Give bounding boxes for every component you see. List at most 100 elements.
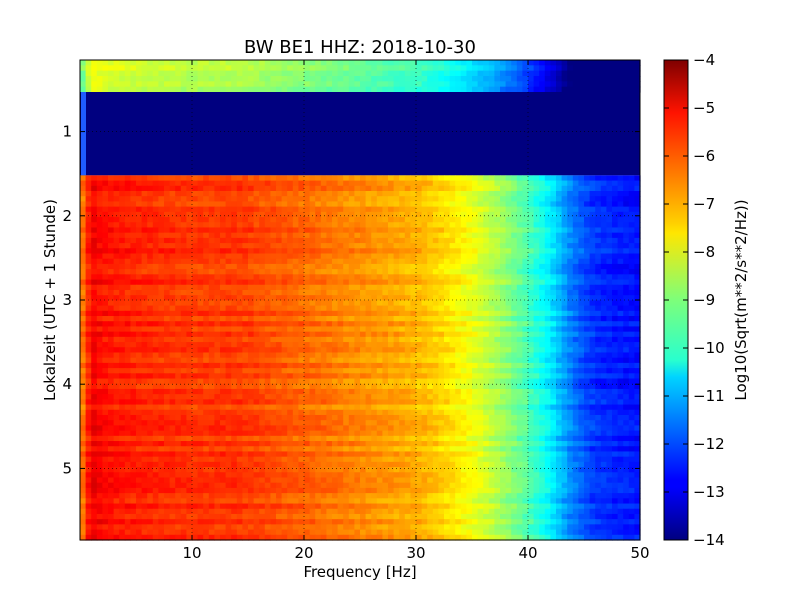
heatmap-cell: [164, 175, 171, 182]
heatmap-cell: [427, 175, 434, 182]
heatmap-cell: [438, 196, 445, 203]
heatmap-cell: [466, 60, 473, 66]
heatmap-cell: [141, 263, 148, 270]
heatmap-cell: [572, 81, 579, 88]
heatmap-cell: [197, 289, 204, 296]
heatmap-cell: [259, 211, 266, 218]
heatmap-cell: [130, 76, 137, 82]
heatmap-cell: [326, 70, 333, 77]
heatmap-cell: [460, 336, 467, 343]
heatmap-cell: [477, 284, 484, 291]
heatmap-cell: [416, 274, 423, 281]
heatmap-cell: [281, 378, 288, 385]
heatmap-cell: [236, 368, 243, 374]
heatmap-cell: [606, 316, 613, 322]
heatmap-cell: [147, 352, 154, 359]
heatmap-cell: [550, 316, 557, 322]
heatmap-cell: [466, 86, 473, 93]
heatmap-cell: [102, 274, 109, 281]
heatmap-cell: [511, 336, 518, 343]
heatmap-cell: [119, 289, 126, 296]
heatmap-cell: [152, 279, 159, 286]
heatmap-cell: [102, 227, 109, 234]
heatmap-cell: [320, 383, 327, 390]
heatmap-cell: [315, 217, 322, 223]
heatmap-cell: [147, 211, 154, 218]
heatmap-cell: [186, 336, 193, 343]
heatmap-cell: [270, 211, 277, 218]
heatmap-cell: [169, 321, 176, 328]
heatmap-cell: [544, 269, 551, 275]
heatmap-cell: [460, 357, 467, 364]
heatmap-cell: [169, 206, 176, 213]
heatmap-cell: [292, 388, 299, 395]
heatmap-cell: [91, 399, 98, 406]
heatmap-cell: [399, 201, 406, 208]
heatmap-cell: [371, 180, 378, 187]
heatmap-cell: [500, 263, 507, 270]
heatmap-cell: [248, 305, 255, 312]
heatmap-cell: [584, 331, 591, 338]
heatmap-cell: [365, 310, 372, 317]
heatmap-cell: [421, 86, 428, 93]
heatmap-cell: [96, 336, 103, 343]
heatmap-cell: [628, 326, 635, 333]
heatmap-cell: [365, 373, 372, 380]
heatmap-cell: [152, 399, 159, 406]
heatmap-cell: [449, 269, 456, 275]
heatmap-cell: [606, 201, 613, 208]
heatmap-cell: [152, 81, 159, 88]
heatmap-cell: [102, 191, 109, 197]
heatmap-cell: [416, 65, 423, 72]
heatmap-cell: [539, 258, 546, 265]
heatmap-cell: [130, 222, 137, 229]
heatmap-cell: [382, 191, 389, 197]
heatmap-cell: [376, 211, 383, 218]
heatmap-cell: [320, 269, 327, 275]
heatmap-cell: [304, 70, 311, 77]
heatmap-cell: [628, 321, 635, 328]
heatmap-cell: [449, 394, 456, 400]
heatmap-cell: [248, 211, 255, 218]
heatmap-cell: [449, 248, 456, 255]
heatmap-cell: [320, 310, 327, 317]
heatmap-cell: [136, 352, 143, 359]
heatmap-cell: [427, 196, 434, 203]
heatmap-cell: [539, 368, 546, 374]
heatmap-cell: [236, 191, 243, 197]
heatmap-cell: [186, 263, 193, 270]
heatmap-cell: [561, 305, 568, 312]
heatmap-cell: [410, 196, 417, 203]
heatmap-cell: [572, 76, 579, 82]
heatmap-cell: [432, 201, 439, 208]
heatmap-cell: [164, 222, 171, 229]
heatmap-cell: [382, 305, 389, 312]
heatmap-cell: [320, 373, 327, 380]
heatmap-cell: [483, 196, 490, 203]
heatmap-cell: [108, 237, 115, 244]
heatmap-cell: [528, 263, 535, 270]
heatmap-cell: [612, 201, 619, 208]
heatmap-cell: [522, 70, 529, 77]
heatmap-cell: [192, 305, 199, 312]
heatmap-cell: [354, 86, 361, 93]
heatmap-cell: [421, 373, 428, 380]
heatmap-cell: [449, 399, 456, 406]
heatmap-cell: [483, 394, 490, 400]
heatmap-cell: [416, 394, 423, 400]
heatmap-cell: [214, 65, 221, 72]
heatmap-cell: [360, 206, 367, 213]
heatmap-cell: [220, 388, 227, 395]
heatmap-cell: [113, 269, 120, 275]
heatmap-cell: [343, 357, 350, 364]
heatmap-cell: [516, 383, 523, 390]
heatmap-cell: [264, 248, 271, 255]
heatmap-cell: [477, 258, 484, 265]
heatmap-cell: [264, 237, 271, 244]
heatmap-cell: [393, 368, 400, 374]
heatmap-cell: [600, 76, 607, 82]
heatmap-cell: [404, 196, 411, 203]
heatmap-cell: [225, 336, 232, 343]
heatmap-cell: [119, 269, 126, 275]
heatmap-cell: [337, 284, 344, 291]
